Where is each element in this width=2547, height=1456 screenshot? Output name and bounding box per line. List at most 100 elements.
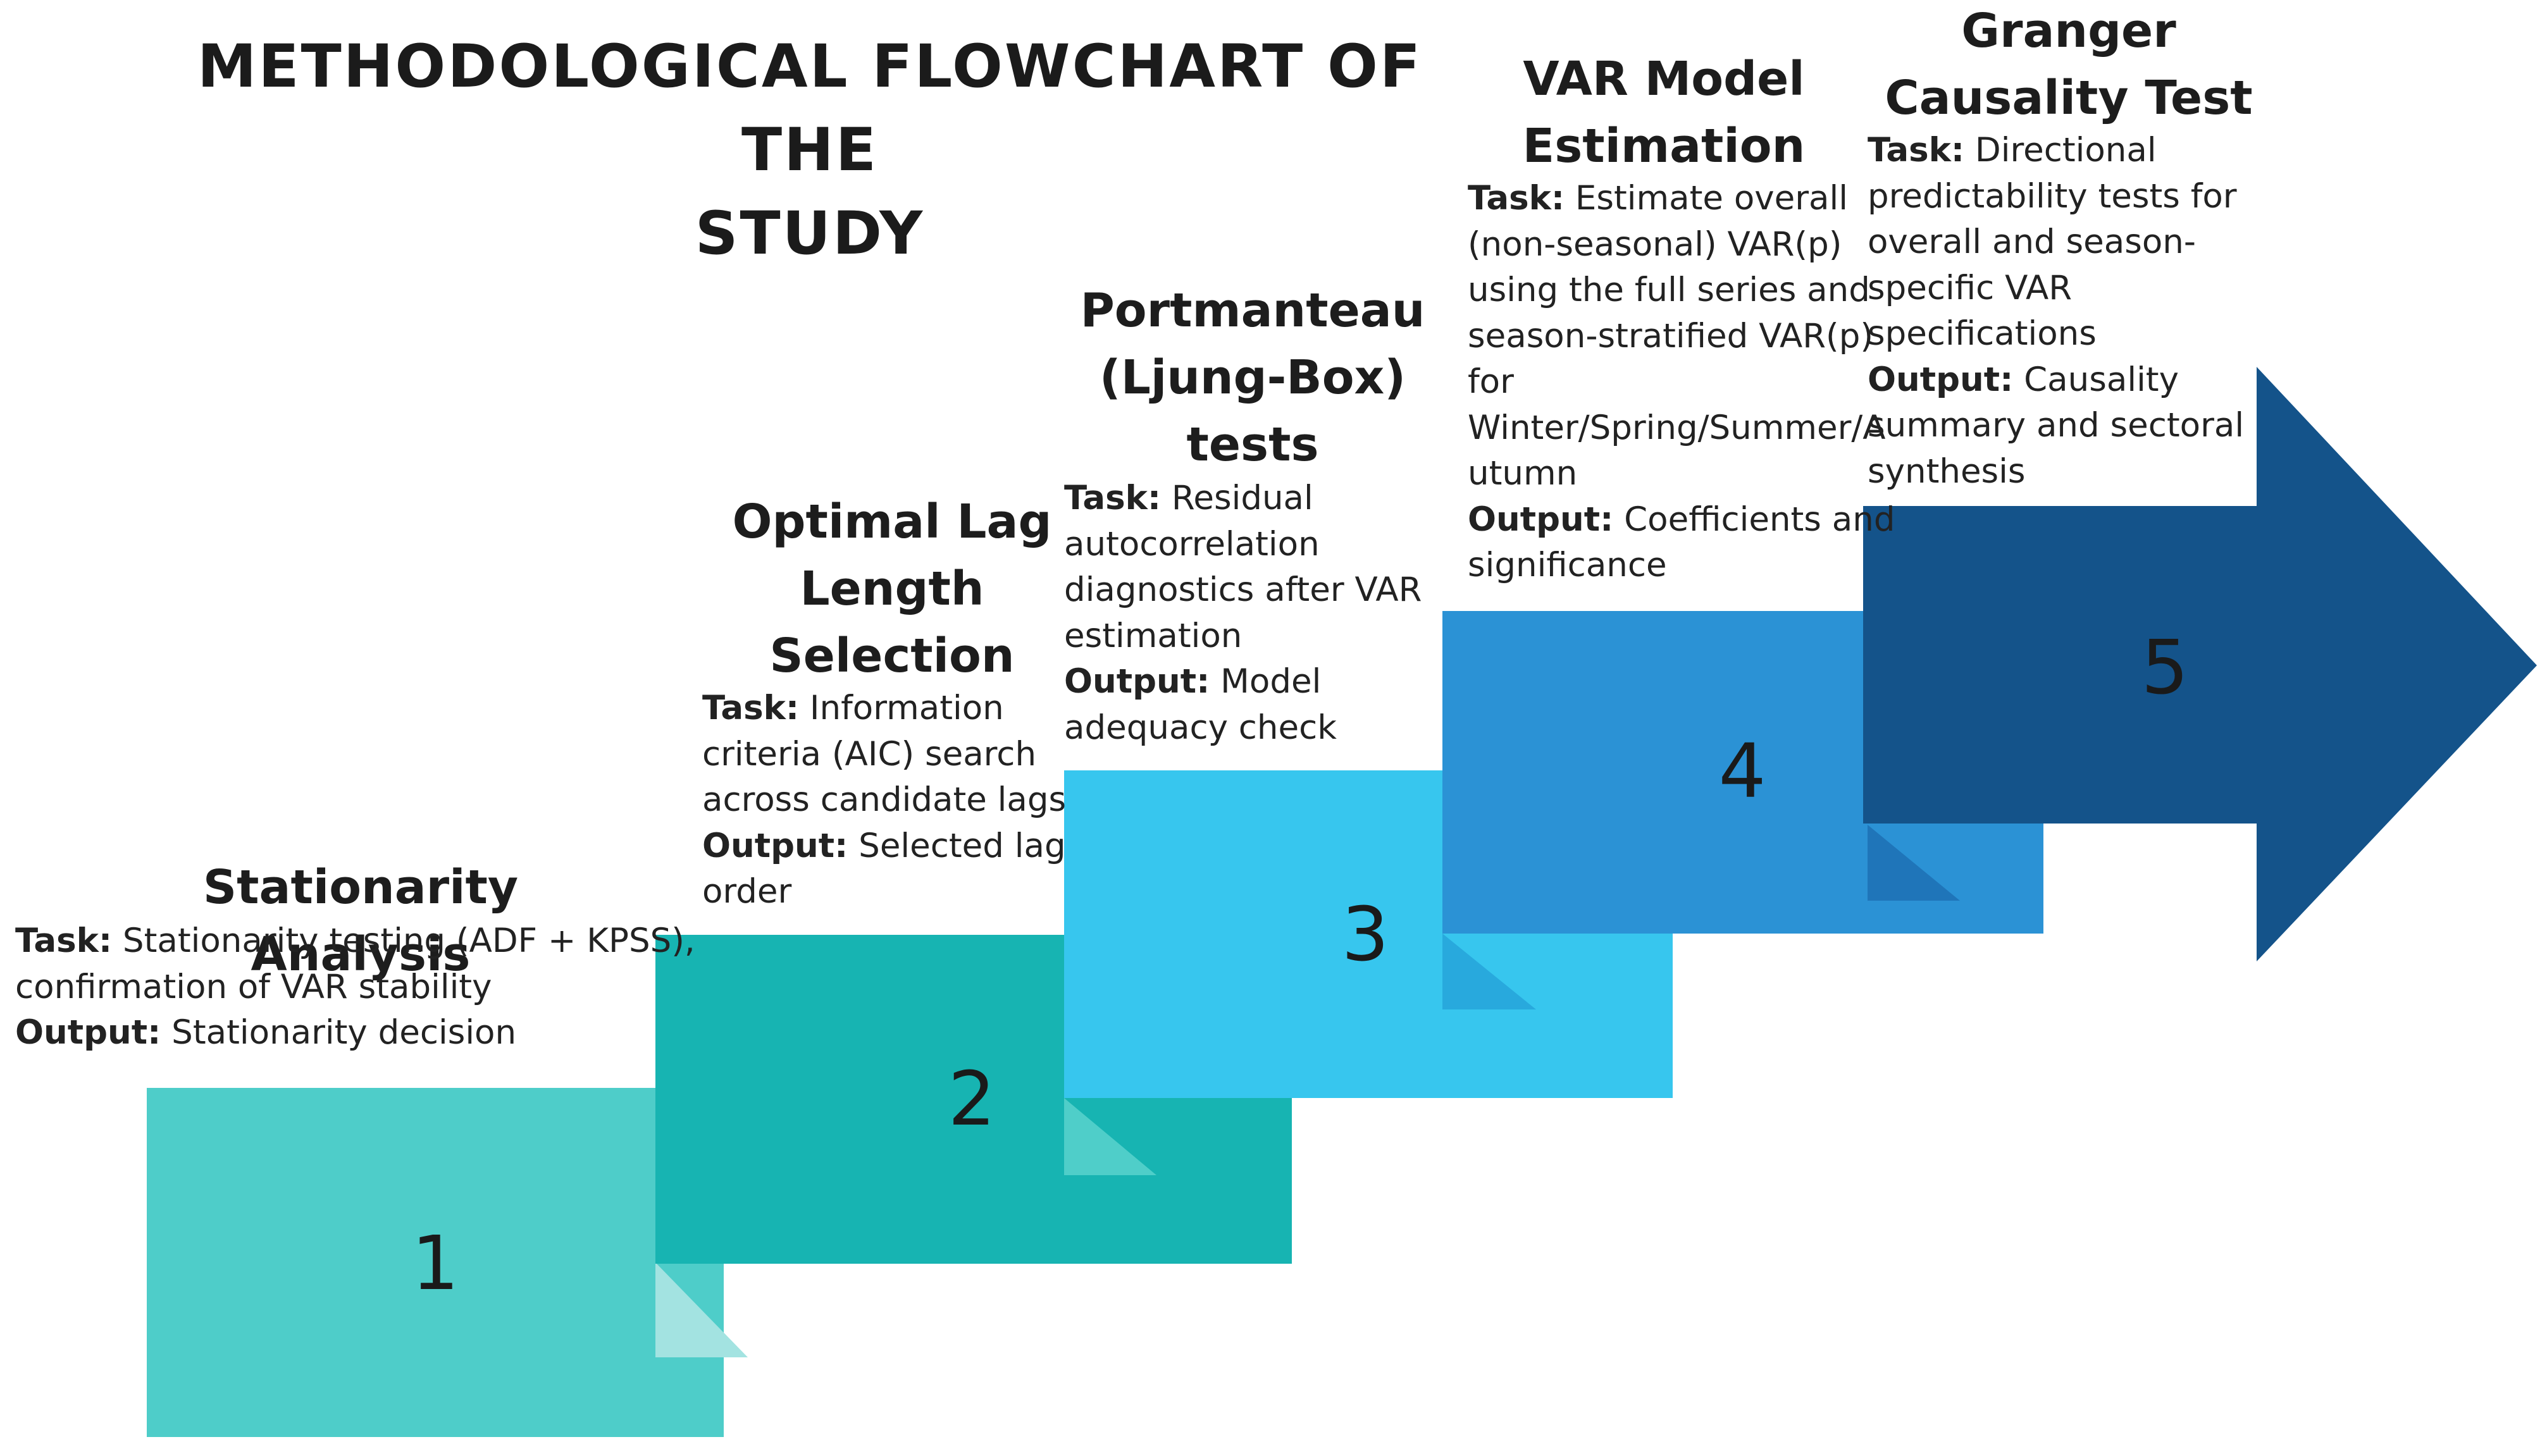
step-2-title: Optimal Lag Length Selection — [715, 488, 1069, 689]
step-1-title: Stationarity Analysis — [89, 854, 633, 988]
step-2-title-line: Optimal Lag — [732, 495, 1052, 549]
step-2-description: Task: Information criteria (AIC) search ac… — [702, 686, 1069, 915]
step-3-title-line: Portmanteau — [1080, 283, 1425, 338]
step-5-text-line: synthesis — [1868, 449, 2272, 495]
step-4-text-line: (non-seasonal) VAR(p) — [1468, 222, 1873, 268]
step-3-line-text: diagnostics after VAR — [1064, 571, 1422, 609]
step-5-line-text: specific VAR — [1868, 268, 2073, 307]
step-5-text-line: summary and sectoral — [1868, 403, 2272, 449]
step-5-line-text: specifications — [1868, 314, 2097, 353]
step-4-title-line: VAR Model — [1523, 52, 1805, 106]
step-1-block — [147, 1088, 724, 1437]
step-4-line-text: season-stratified VAR(p) — [1468, 316, 1874, 355]
step-1-text-line: confirmation of VAR stability — [15, 965, 660, 1011]
step-2-line-text: Information — [799, 689, 1004, 727]
step-5-number: 5 — [2141, 624, 2189, 711]
step-3-description: Task: Residual autocorrelation diagnostics… — [1064, 476, 1444, 751]
step-3-number: 3 — [1341, 891, 1389, 978]
step-3-line-label: Task: — [1064, 479, 1162, 517]
step-1-fold — [655, 1262, 748, 1357]
step-2-line-text: order — [702, 872, 792, 911]
step-1-line-text: Stationarity decision — [161, 1013, 517, 1052]
step-1-number: 1 — [411, 1219, 459, 1307]
step-5-text-line: Task: Directional — [1868, 128, 2272, 174]
step-4-line-text: (non-seasonal) VAR(p) — [1468, 225, 1842, 264]
step-2-number: 2 — [948, 1055, 996, 1142]
step-1-text-line: Task: Stationarity testing (ADF + KPSS), — [15, 918, 695, 965]
step-5-title-line: Causality Test — [1885, 71, 2253, 125]
step-4-text-line: significance — [1468, 543, 1873, 589]
step-3-line-text: adequacy check — [1064, 708, 1337, 747]
step-5-text-line: overall and season- — [1868, 219, 2272, 266]
step-3-line-text: Residual — [1161, 479, 1313, 517]
step-2-title-line: Selection — [769, 629, 1015, 683]
step-5-arrow — [1863, 367, 2537, 961]
step-5-title-line: Granger — [1961, 4, 2176, 58]
step-5-line-text: Causality — [2013, 360, 2179, 399]
step-5-line-label: Output: — [1868, 360, 2014, 399]
step-1-title-line: Stationarity Analysis — [202, 860, 519, 982]
step-3-text-line: autocorrelation — [1064, 522, 1444, 568]
step-3-text-line: Output: Model — [1064, 659, 1444, 705]
step-4-text-line: season-stratified VAR(p) — [1468, 314, 1873, 360]
step-2-line-label: Output: — [702, 826, 848, 865]
step-3-text-line: adequacy check — [1064, 705, 1444, 751]
step-3-line-text: Model — [1210, 662, 1322, 701]
step-4-text-line: using the full series and — [1468, 268, 1873, 314]
step-3-text-line: estimation — [1064, 614, 1444, 660]
step-1-line-label: Output: — [15, 1013, 161, 1052]
step-5-arrow-shape — [1863, 367, 2537, 961]
step-1-line-text: confirmation of VAR stability — [15, 967, 492, 1006]
step-2-text-line: order — [702, 869, 1069, 915]
step-5-line-text: synthesis — [1868, 452, 2026, 491]
step-4-line-label: Output: — [1468, 500, 1614, 539]
step-4-line-label: Task: — [1468, 179, 1565, 218]
step-5-description: Task: Directional predictability tests fo… — [1868, 128, 2272, 495]
step-4-text-line: Output: Coefficients and — [1468, 497, 1895, 543]
step-5-line-text: Directional — [1964, 131, 2157, 170]
step-5-line-text: overall and season- — [1868, 223, 2196, 261]
title-line-1: METHODOLOGICAL FLOWCHART OF THE — [197, 32, 1423, 185]
step-2-fold — [1064, 1098, 1156, 1175]
step-4-line-text: using the full series and — [1468, 271, 1870, 309]
step-2-line-label: Task: — [702, 689, 800, 727]
step-2-line-text: Selected lag — [848, 826, 1066, 865]
step-5-line-text: predictability tests for — [1868, 176, 2237, 216]
step-4-fold — [1868, 825, 1960, 901]
step-3-text-line: diagnostics after VAR — [1064, 567, 1444, 614]
step-1-description: Task: Stationarity testing (ADF + KPSS),… — [15, 918, 695, 1056]
step-5-text-line: specific VAR — [1868, 266, 2272, 312]
step-4-line-text: Estimate overall — [1565, 179, 1848, 218]
step-2-text-line: criteria (AIC) search — [702, 732, 1069, 778]
step-1-line-label: Task: — [15, 922, 113, 960]
step-4-number: 4 — [1718, 727, 1766, 815]
page-title: METHODOLOGICAL FLOWCHART OF THE STUDY — [139, 25, 1480, 276]
step-4-line-text: for — [1468, 362, 1514, 401]
step-2-text-line: across candidate lags — [702, 777, 1069, 824]
step-3-fold — [1442, 934, 1536, 1009]
step-5-line-text: summary and sectoral — [1868, 406, 2245, 445]
step-3-line-text: autocorrelation — [1064, 524, 1320, 564]
step-4-text-line: utumn — [1468, 451, 1873, 497]
step-2-text-line: Output: Selected lag — [702, 824, 1069, 870]
step-2-text-line: Task: Information — [702, 686, 1069, 732]
step-5-title: Granger Causality Test — [1866, 0, 2271, 132]
step-5-text-line: predictability tests for — [1868, 174, 2272, 220]
step-4-line-text: Coefficients and — [1613, 500, 1895, 539]
step-4-description: Task: Estimate overall (non-seasonal) VAR… — [1468, 176, 1895, 589]
title-line-2: STUDY — [695, 199, 925, 268]
step-5-text-line: specifications — [1868, 311, 2272, 357]
step-1-line-text: Stationarity testing (ADF + KPSS), — [112, 922, 695, 960]
step-2-line-text: across candidate lags — [702, 780, 1067, 819]
step-4-title-line: Estimation — [1522, 119, 1806, 173]
step-2-line-text: criteria (AIC) search — [702, 734, 1037, 774]
step-4-line-text: Winter/Spring/Summer/A — [1468, 408, 1886, 447]
step-5-text-line: Output: Causality — [1868, 357, 2272, 404]
step-3-text-line: Task: Residual — [1064, 476, 1444, 522]
step-4-text-line: Winter/Spring/Summer/A — [1468, 405, 1885, 452]
step-3-line-text: estimation — [1064, 616, 1243, 655]
step-4-text-line: Task: Estimate overall — [1468, 176, 1873, 222]
step-4-text-line: for — [1468, 359, 1873, 405]
step-4-line-text: significance — [1468, 546, 1667, 584]
step-4-line-text: utumn — [1468, 454, 1578, 493]
